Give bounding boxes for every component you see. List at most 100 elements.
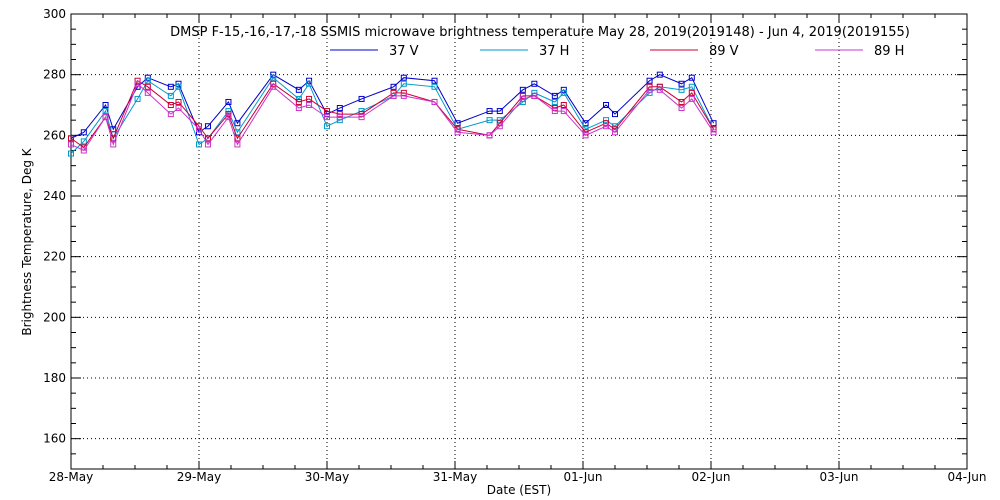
data-point <box>270 83 277 90</box>
data-point <box>431 83 438 90</box>
data-point <box>531 92 538 99</box>
y-tick-label: 240 <box>43 189 66 203</box>
x-axis-label: Date (EST) <box>487 483 551 497</box>
data-point <box>431 98 438 105</box>
data-point <box>204 135 211 142</box>
data-point <box>431 77 438 84</box>
data-point <box>688 89 695 96</box>
data-point <box>486 117 493 124</box>
data-point <box>486 108 493 115</box>
x-tick-label: 04-Jun <box>947 470 986 484</box>
data-point <box>486 132 493 139</box>
data-point <box>270 74 277 81</box>
data-point <box>225 114 232 121</box>
data-point <box>400 80 407 87</box>
data-point <box>68 141 74 148</box>
data-point <box>144 89 151 96</box>
data-point <box>80 138 87 145</box>
data-point <box>167 92 174 99</box>
data-point <box>678 105 685 112</box>
y-tick-label: 280 <box>43 68 66 82</box>
data-point <box>167 102 174 108</box>
data-point <box>551 108 558 115</box>
data-point <box>204 123 211 130</box>
data-point <box>295 105 302 112</box>
data-point <box>582 120 589 127</box>
data-point <box>400 74 407 81</box>
data-point <box>688 95 695 102</box>
x-tick-label: 28-May <box>49 470 93 484</box>
data-point <box>646 83 653 90</box>
x-tick-label: 02-Jun <box>691 470 730 484</box>
data-point <box>646 77 653 84</box>
data-point <box>175 83 182 90</box>
data-point <box>144 83 151 90</box>
data-point <box>68 135 74 142</box>
y-tick-label: 180 <box>43 371 66 385</box>
data-point <box>204 141 211 148</box>
x-tick-label: 03-Jun <box>819 470 858 484</box>
data-point <box>306 102 313 108</box>
data-point <box>710 120 717 127</box>
y-tick-label: 200 <box>43 310 66 324</box>
series-line <box>70 74 715 139</box>
data-point <box>496 108 503 115</box>
data-point <box>336 105 343 112</box>
data-point <box>531 89 538 96</box>
data-point <box>656 71 663 78</box>
y-tick-label: 160 <box>43 432 66 446</box>
data-point <box>454 120 461 127</box>
data-point <box>560 108 567 115</box>
data-point <box>175 105 182 112</box>
data-point <box>225 98 232 105</box>
data-point <box>678 80 685 87</box>
y-tick-label: 300 <box>43 7 66 21</box>
data-point <box>295 98 302 105</box>
data-point <box>336 117 343 124</box>
data-point <box>582 132 589 139</box>
data-point <box>196 126 202 133</box>
data-point <box>531 80 538 87</box>
data-point <box>167 111 174 118</box>
data-point <box>496 123 503 130</box>
data-point <box>358 95 365 102</box>
x-tick-label: 29-May <box>177 470 221 484</box>
y-tick-label: 220 <box>43 250 66 264</box>
legend-label: 37 H <box>539 44 569 59</box>
data-point <box>102 114 109 121</box>
y-axis-label: Brightness Temperature, Deg K <box>20 147 34 335</box>
grid <box>71 14 967 469</box>
data-point <box>358 114 365 121</box>
data-point <box>324 123 330 130</box>
series-line <box>70 82 714 152</box>
data-point <box>306 95 313 102</box>
legend: 37 V 37 H 89 V 89 H <box>330 44 904 59</box>
data-point <box>454 129 461 136</box>
data-point <box>68 150 74 157</box>
data-point <box>612 111 618 118</box>
data-point <box>234 141 241 148</box>
legend-label: 37 V <box>389 44 419 59</box>
data-point <box>656 86 663 93</box>
data-point <box>656 83 663 90</box>
data-point <box>324 114 330 121</box>
x-tick-label: 01-Jun <box>563 470 602 484</box>
data-point <box>603 102 610 108</box>
data-point <box>390 92 397 99</box>
data-point <box>80 129 87 136</box>
data-point <box>560 89 567 96</box>
legend-label: 89 V <box>709 44 739 59</box>
data-point <box>134 95 141 102</box>
data-point <box>519 95 526 102</box>
data-point <box>560 102 567 108</box>
x-tick-label: 31-May <box>433 470 477 484</box>
data-point <box>519 92 526 99</box>
data-point <box>324 108 330 115</box>
data-point <box>167 83 174 90</box>
data-point <box>710 129 717 136</box>
data-point <box>551 98 558 105</box>
data-point <box>80 147 87 154</box>
data-point <box>306 80 313 87</box>
data-point <box>688 83 695 90</box>
x-tick-label: 30-May <box>305 470 349 484</box>
